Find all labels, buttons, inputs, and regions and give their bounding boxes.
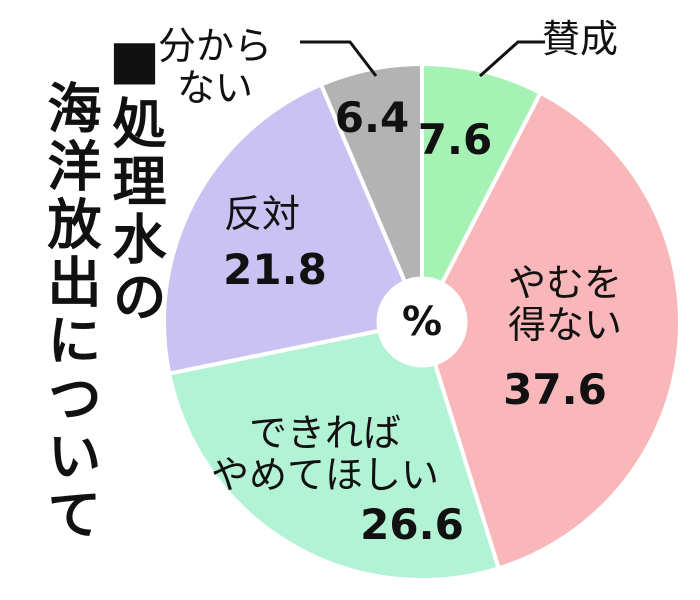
leader-line	[300, 40, 378, 77]
pie-slice	[162, 81, 425, 376]
chart-title: ■処理水の	[103, 28, 166, 327]
pie-slice	[419, 90, 682, 571]
value-label: 21.8	[223, 244, 327, 294]
value-label: 26.6	[360, 499, 464, 549]
value-label: 37.6	[503, 364, 607, 414]
category-label: 分から ない	[157, 24, 273, 110]
value-label: 7.6	[417, 114, 493, 164]
leader-line	[478, 40, 545, 78]
chart-title: 海洋放出について	[38, 80, 101, 544]
pie-slice	[166, 319, 502, 582]
category-label: 反対	[223, 192, 301, 237]
value-label: 6.4	[334, 92, 410, 142]
category-label: やむを 得ない	[507, 261, 623, 347]
center-label: %	[401, 299, 443, 345]
category-label: できれば やめてほしい	[210, 411, 440, 497]
category-label: 賛成	[541, 17, 619, 62]
center-hole	[376, 276, 468, 368]
